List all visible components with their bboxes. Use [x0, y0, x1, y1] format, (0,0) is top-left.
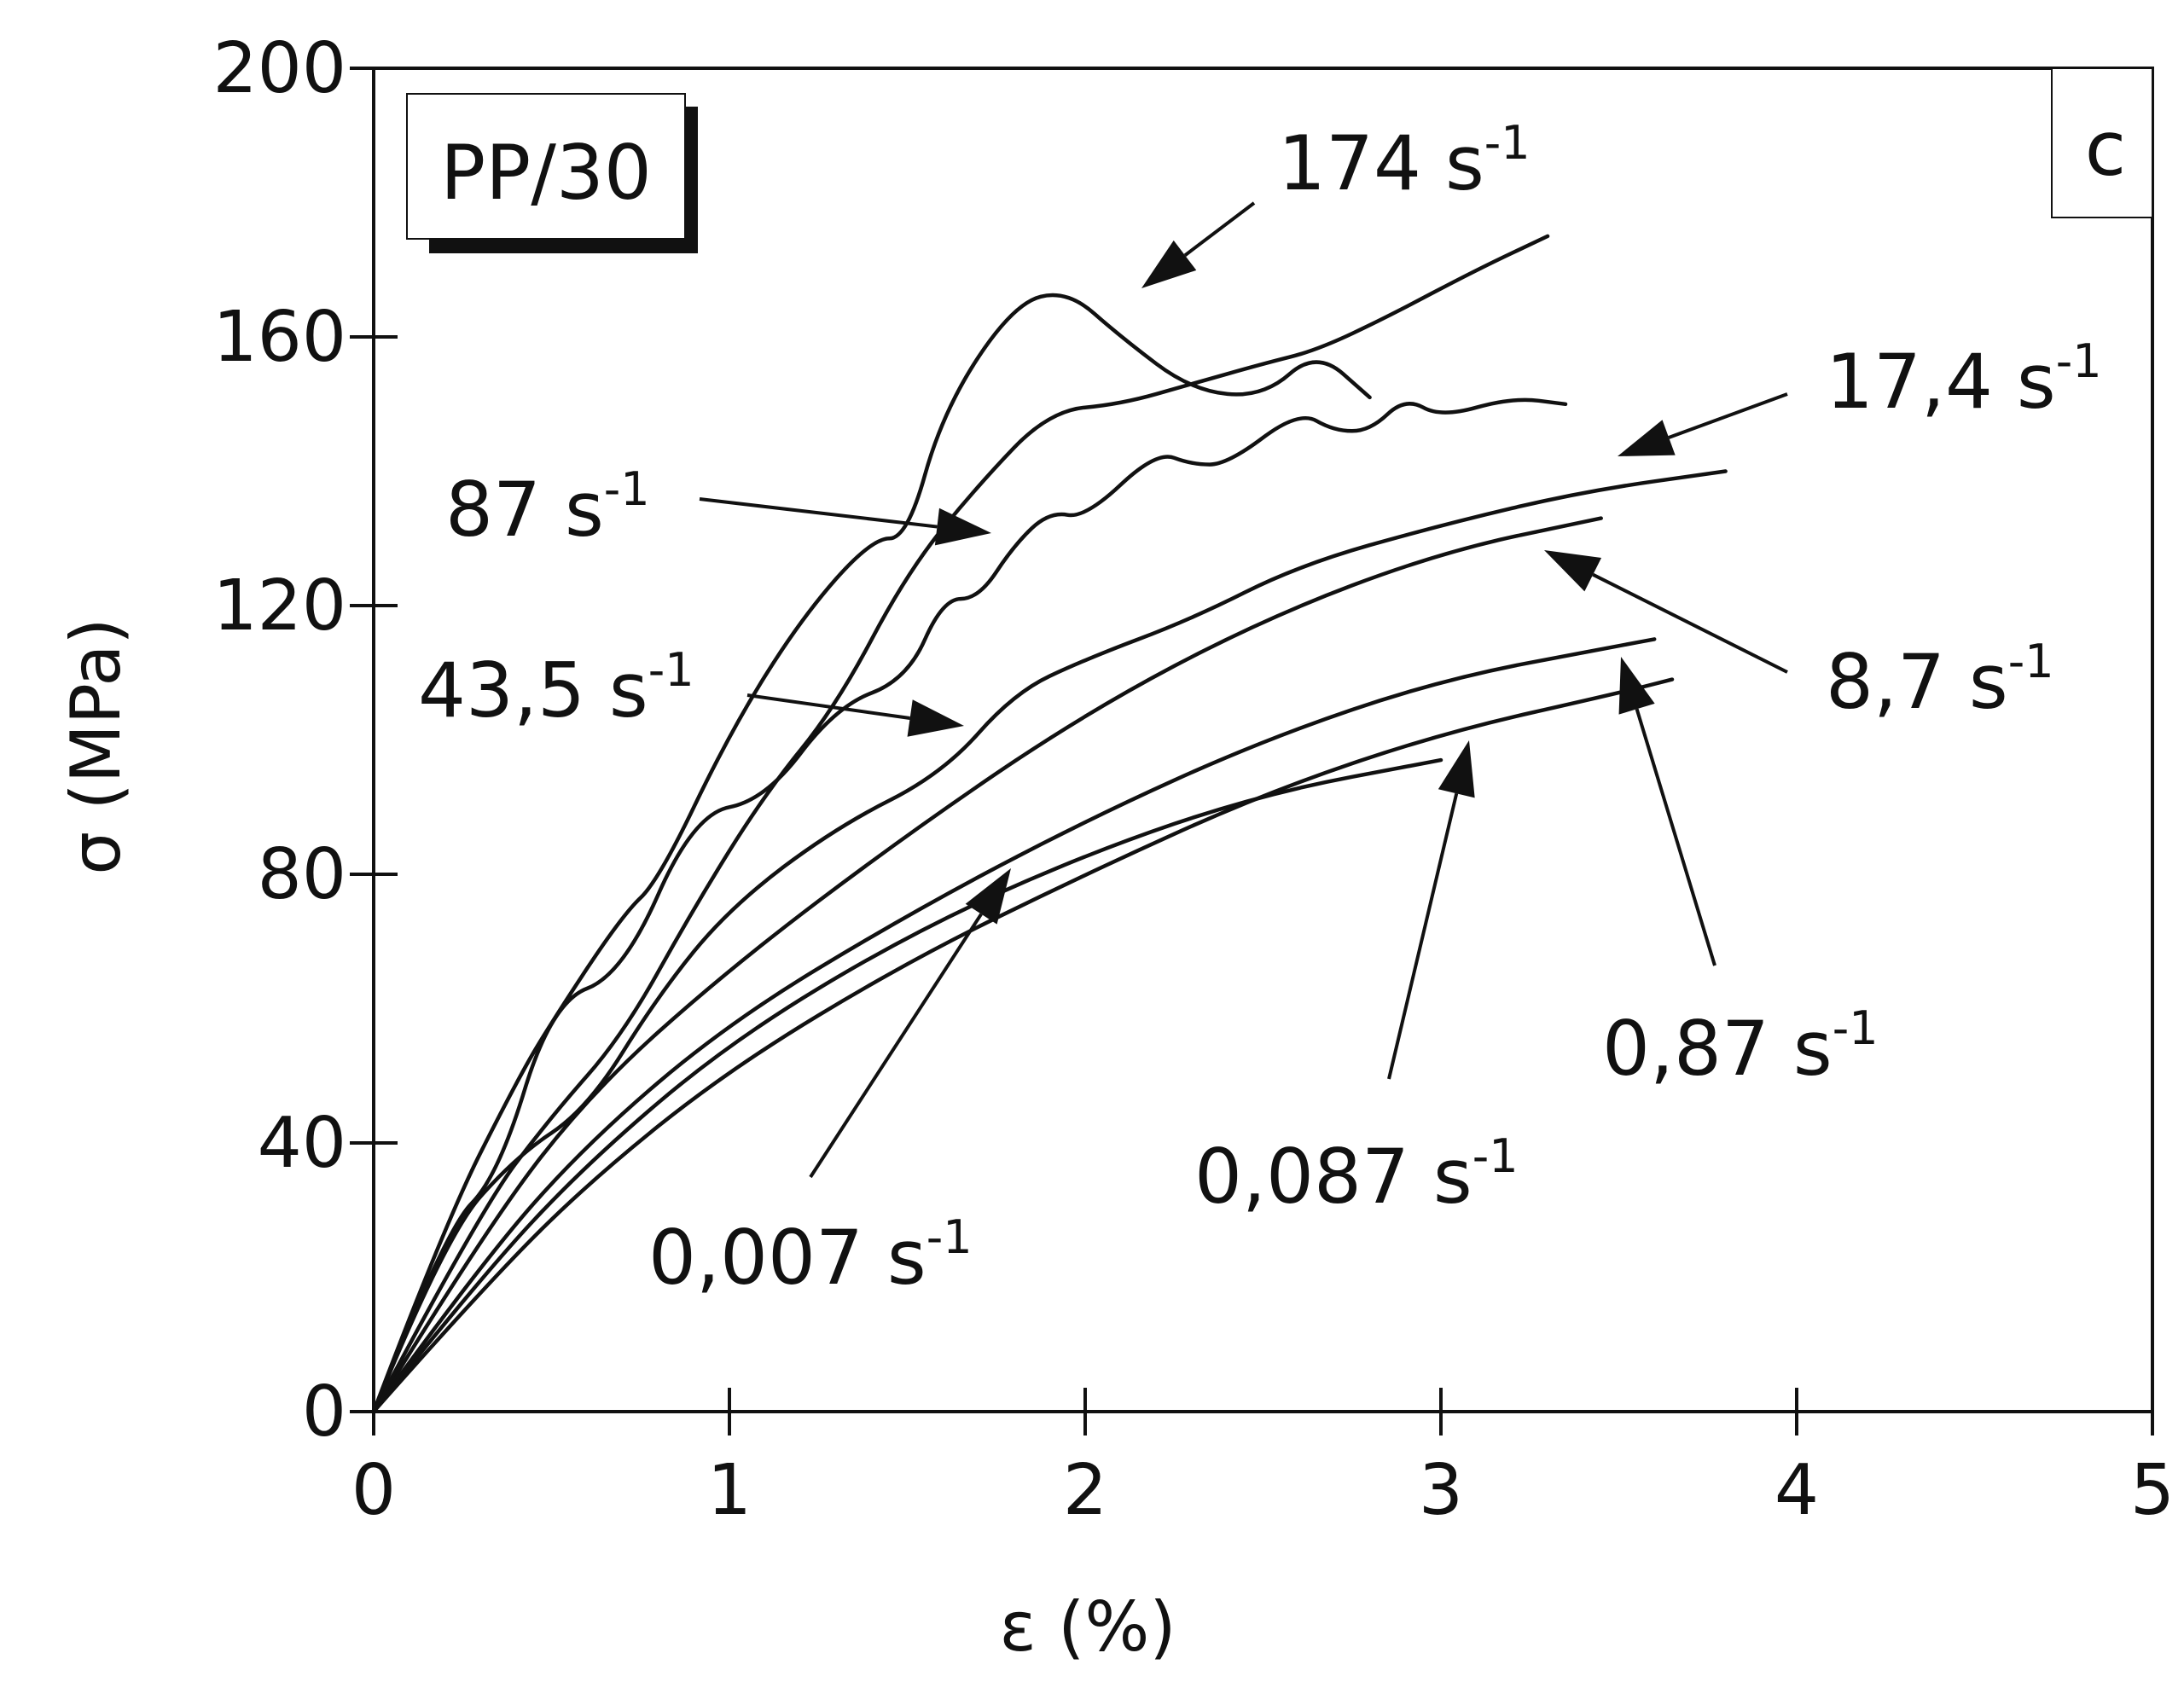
y-tick-label: 160: [212, 297, 346, 378]
rate-label-text: 0,87 s: [1602, 1005, 1833, 1093]
rate-label-superscript: -1: [926, 1210, 973, 1264]
y-tick-label: 0: [302, 1372, 346, 1453]
x-tick-label: 2: [1063, 1450, 1107, 1531]
rate-label-0: 0,007 s-1: [648, 1210, 973, 1302]
arrow-shaft-2: [1635, 708, 1716, 966]
arrow-shaft-0: [809, 913, 983, 1179]
arrow-shaft-3: [1592, 572, 1788, 674]
series-line-1: [371, 677, 1675, 1414]
series-line-6: [371, 234, 1550, 1414]
arrow-shaft-6: [699, 497, 938, 529]
rate-label-superscript: -1: [1472, 1129, 1519, 1183]
rate-label-7: 174 s-1: [1278, 116, 1531, 207]
panel-label-box: c: [2051, 67, 2153, 218]
y-tick-label: 40: [258, 1103, 346, 1184]
rate-label-superscript: -1: [2056, 334, 2102, 388]
series-line-2: [371, 637, 1657, 1414]
rate-label-text: 174 s: [1278, 119, 1484, 207]
plot-frame: [372, 67, 2154, 1413]
rate-label-3: 8,7 s-1: [1826, 635, 2054, 726]
sample-label-box: PP/30: [406, 93, 698, 253]
rate-label-2: 0,87 s-1: [1602, 1001, 1879, 1093]
y-tick-label: 200: [212, 28, 346, 109]
arrow-head-4: [1618, 420, 1676, 456]
rate-label-4: 17,4 s-1: [1826, 334, 2102, 426]
series-line-3: [371, 516, 1603, 1414]
arrow-head-6: [934, 508, 991, 546]
rate-label-superscript: -1: [604, 462, 650, 516]
x-tick-label: 4: [1774, 1450, 1819, 1531]
rate-annotations: 0,007 s-10,087 s-10,87 s-18,7 s-117,4 s-…: [418, 116, 2102, 1302]
arrow-head-5: [907, 699, 964, 737]
rate-label-text: 43,5 s: [418, 647, 648, 734]
rate-label-superscript: -1: [1484, 116, 1531, 170]
x-tick-label: 0: [351, 1450, 396, 1531]
x-tick-label: 5: [2130, 1450, 2175, 1531]
rate-label-superscript: -1: [648, 643, 694, 697]
rate-label-6: 87 s-1: [445, 462, 650, 554]
arrow-head-2: [1618, 657, 1655, 715]
arrow-shaft-7: [1183, 201, 1256, 257]
y-axis-title: σ (MPa): [56, 618, 136, 874]
arrow-head-3: [1544, 550, 1602, 592]
rate-label-1: 0,087 s-1: [1194, 1129, 1519, 1221]
rate-label-superscript: -1: [2008, 635, 2054, 688]
arrow-shaft-5: [746, 693, 910, 720]
arrow-shaft-1: [1387, 792, 1459, 1080]
data-series-group: [371, 234, 1728, 1414]
arrow-head-0: [965, 868, 1011, 925]
rate-label-5: 43,5 s-1: [418, 643, 694, 734]
series-line-0: [371, 757, 1443, 1414]
plot-area: [372, 67, 2154, 1413]
rate-label-text: 8,7 s: [1826, 638, 2008, 726]
series-line-5: [371, 397, 1568, 1414]
x-tick-label: 1: [707, 1450, 752, 1531]
y-tick-label: 120: [212, 566, 346, 647]
y-tick-label: 80: [258, 834, 346, 915]
arrow-head-1: [1438, 740, 1475, 798]
rate-label-text: 87 s: [445, 466, 604, 554]
series-line-4: [371, 469, 1728, 1414]
rate-label-superscript: -1: [1833, 1001, 1879, 1055]
sample-label: PP/30: [440, 129, 652, 217]
rate-label-text: 0,007 s: [648, 1214, 926, 1302]
rate-label-text: 0,087 s: [1194, 1133, 1472, 1221]
x-tick-label: 3: [1419, 1450, 1463, 1531]
series-line-7: [371, 293, 1372, 1414]
panel-label: c: [2085, 105, 2126, 193]
axis-ticks: 0 1 2 3 4 5 0 40 80 120 160 200: [212, 28, 2175, 1531]
rate-label-text: 17,4 s: [1826, 338, 2056, 426]
arrow-shaft-4: [1668, 392, 1788, 439]
x-axis-title: ε (%): [999, 1587, 1176, 1667]
arrow-head-7: [1141, 240, 1197, 288]
